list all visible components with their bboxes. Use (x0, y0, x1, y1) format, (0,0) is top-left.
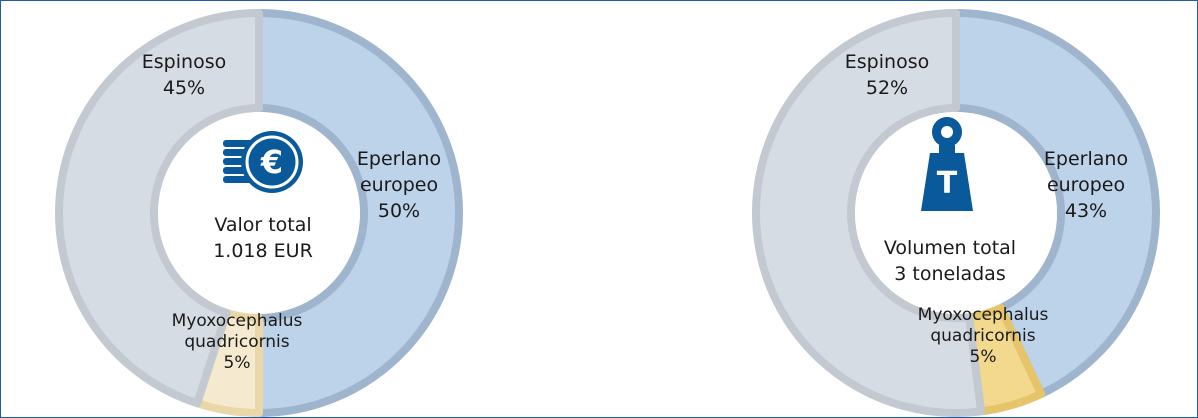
donut-slice (255, 9, 463, 417)
slice-label: Myoxocephalus quadricornis 5% (918, 305, 1049, 367)
slice-label: Myoxocephalus quadricornis 5% (172, 311, 303, 373)
slice-label: Espinoso 52% (845, 51, 929, 99)
donut-center (855, 112, 1057, 314)
donut-center (158, 112, 360, 314)
slice-label: Eperlano europeo 43% (1044, 148, 1128, 222)
center-total-label: Valor total 1.018 EUR (213, 214, 313, 262)
weight-ton-icon: T (921, 117, 973, 211)
euro-coins-icon: € (223, 131, 303, 193)
svg-text:T: T (937, 166, 958, 201)
donut-chart-1: Eperlano europeo 50% Myoxocephalus quadricor… (55, 9, 463, 417)
center-total-label: Volumen total 3 toneladas (884, 237, 1016, 285)
slice-label: Eperlano europeo 50% (357, 148, 441, 222)
slice-label: Espinoso 45% (142, 51, 226, 99)
donut-slice (752, 9, 986, 417)
donut-slice (952, 9, 1160, 398)
svg-text:€: € (260, 143, 283, 181)
donut-chart-2: Eperlano europeo 43% Myoxocephalus quadricor… (752, 9, 1160, 417)
donut-slice (55, 9, 263, 408)
